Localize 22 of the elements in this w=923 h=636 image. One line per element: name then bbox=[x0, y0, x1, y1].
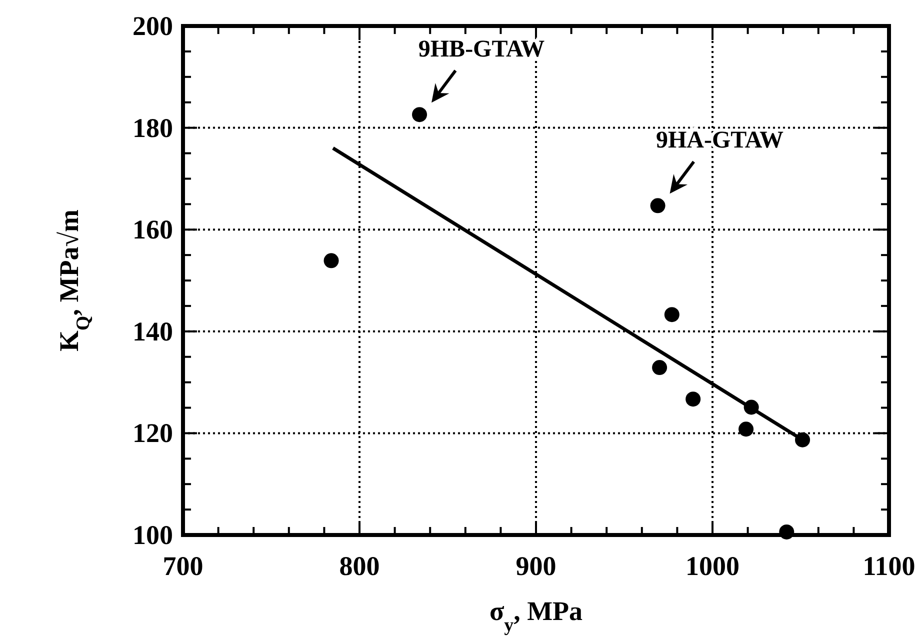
point bbox=[664, 307, 680, 322]
y-tick-label: 200 bbox=[132, 11, 173, 41]
point bbox=[412, 107, 428, 122]
x-axis-title: σ$_{y}$, MPa bbox=[489, 596, 584, 636]
y-tick-label: 160 bbox=[132, 214, 173, 245]
x-tick-label: 900 bbox=[516, 551, 556, 581]
point bbox=[779, 524, 794, 540]
y-tick-label: 180 bbox=[132, 112, 173, 143]
point bbox=[738, 422, 754, 437]
x-tick-label: 800 bbox=[339, 551, 380, 581]
x-tick-label: 1100 bbox=[862, 551, 916, 581]
y-tick-label: 140 bbox=[132, 316, 173, 346]
annotation: 9HB-GTAW bbox=[418, 36, 545, 63]
point bbox=[686, 392, 701, 407]
x-tick-label: 700 bbox=[162, 551, 204, 581]
annotation: 9HA-GTAW bbox=[656, 128, 784, 154]
y-tick-label: 120 bbox=[132, 418, 173, 448]
y-tick-label: 100 bbox=[132, 520, 173, 550]
point bbox=[652, 360, 668, 376]
point bbox=[324, 253, 339, 268]
x-tick-label: 1000 bbox=[686, 551, 740, 581]
point bbox=[650, 198, 666, 214]
